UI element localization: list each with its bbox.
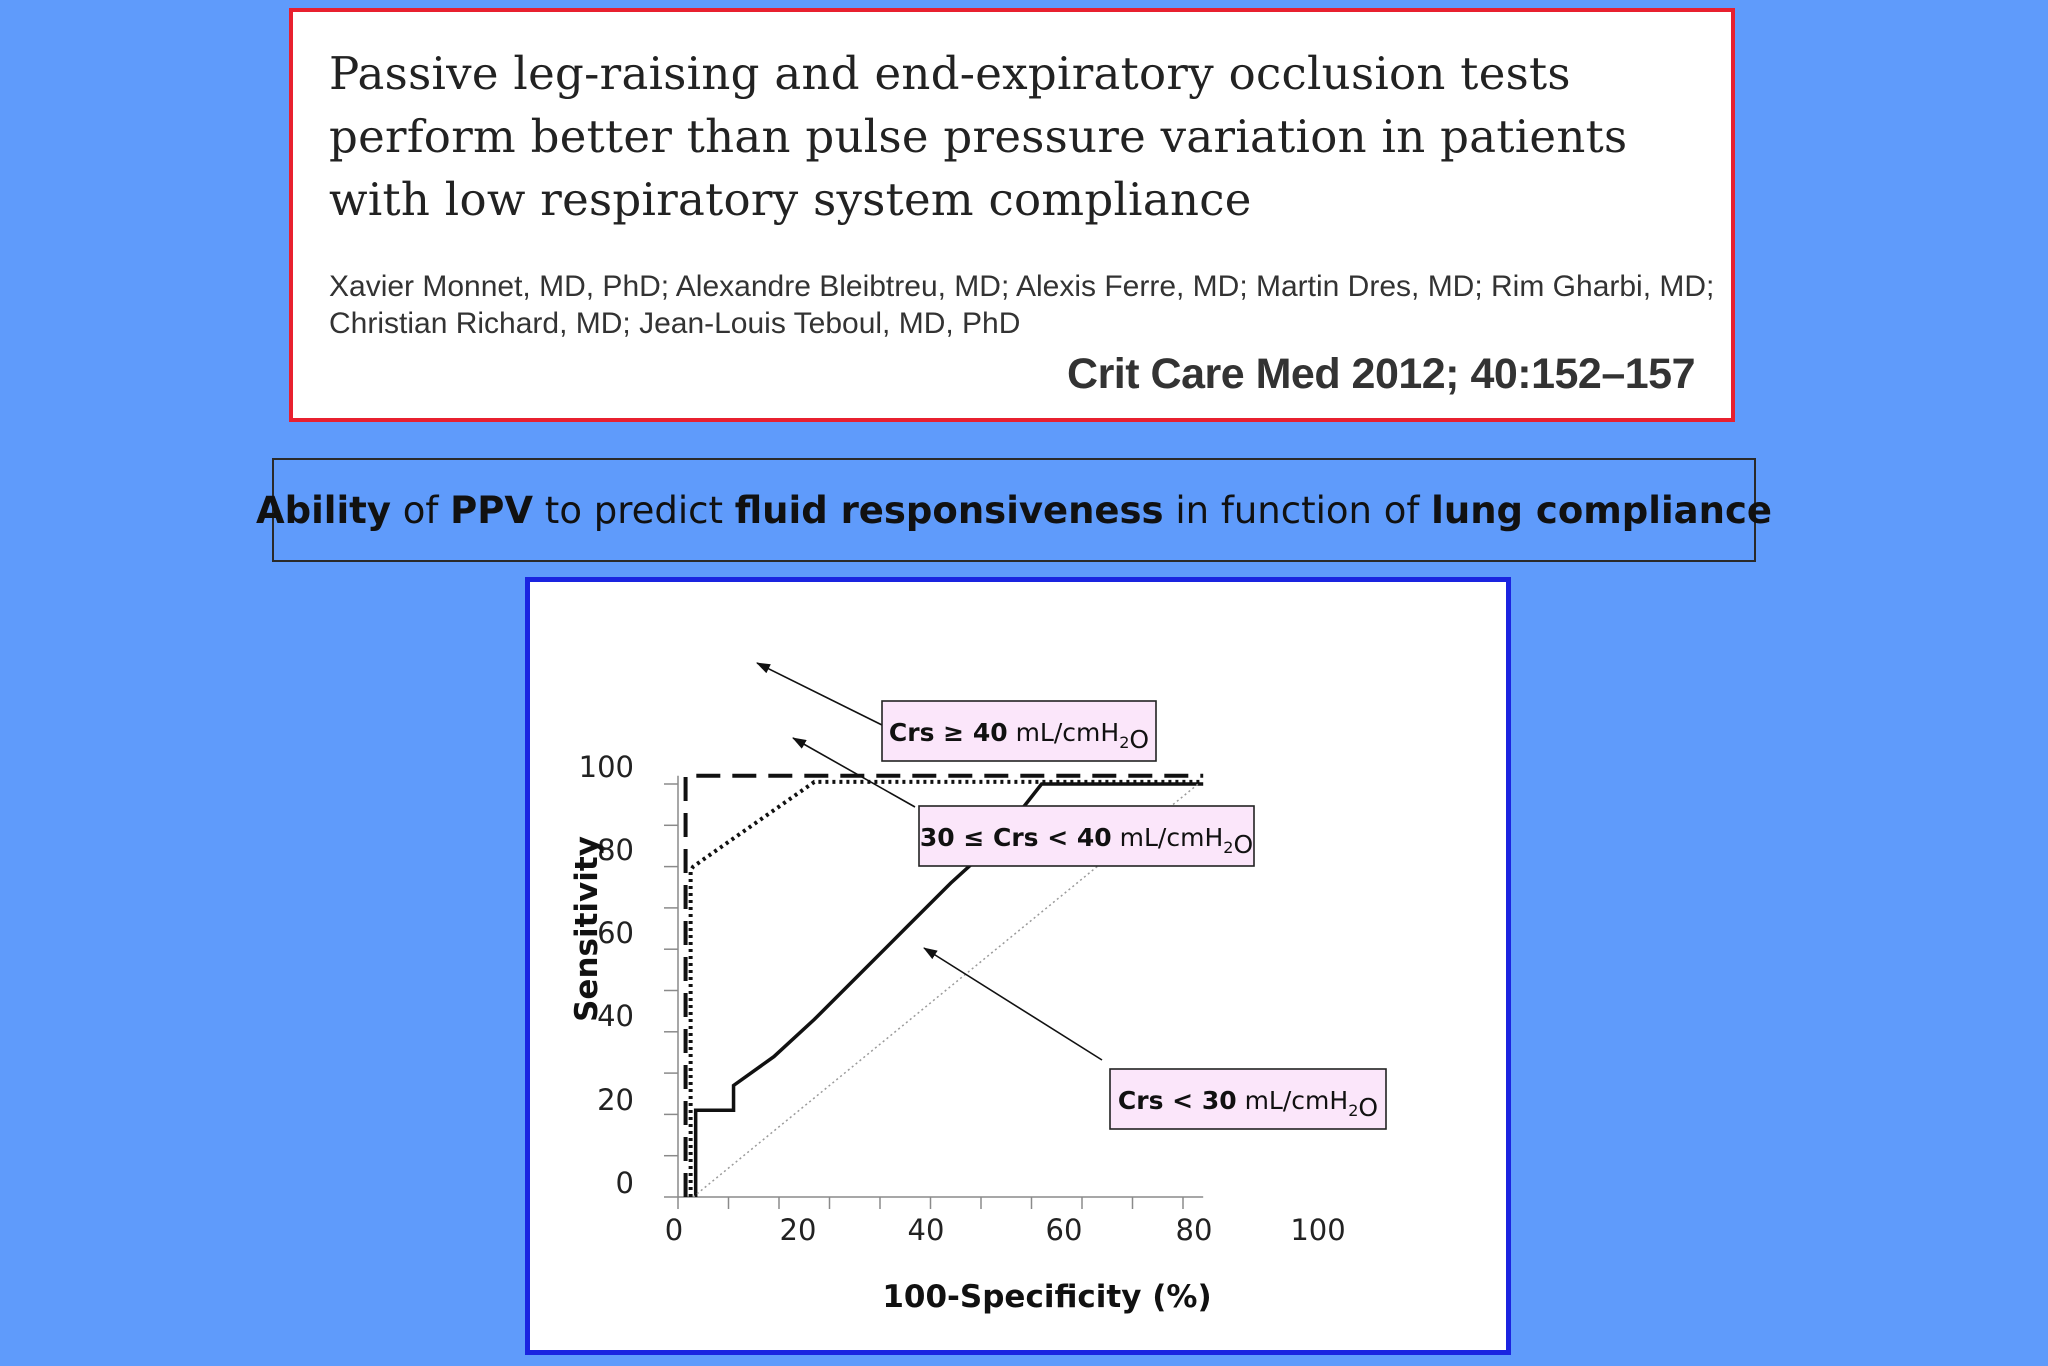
series-line-dashed xyxy=(683,773,1204,1197)
y-tick-label: 40 xyxy=(597,999,634,1033)
x-tick-label: 0 xyxy=(665,1213,683,1247)
headline-part: Ability xyxy=(256,488,391,532)
headline-part: of xyxy=(390,488,451,532)
annotation-text: Crs < 30 mL/cmH2O xyxy=(1118,1086,1378,1122)
headline-part: fluid responsiveness xyxy=(734,488,1164,532)
citation-box: Passive leg-raising and end-expiratory o… xyxy=(289,8,1735,422)
x-axis-title: 100-Specificity (%) xyxy=(882,1279,1211,1315)
x-tick-label: 80 xyxy=(1176,1213,1213,1247)
annotation-arrow xyxy=(792,737,916,808)
paper-journal: Crit Care Med 2012; 40:152–157 xyxy=(1067,350,1695,398)
headline-part: in function of xyxy=(1163,488,1432,532)
x-tick-label: 40 xyxy=(908,1213,945,1247)
x-tick-label: 20 xyxy=(780,1213,817,1247)
series-label-dashed: Crs ≥ 40 mL/cmH2O xyxy=(756,662,1157,762)
x-tick-label: 60 xyxy=(1046,1213,1083,1247)
annotation-arrow xyxy=(756,662,885,727)
y-tick-label: 60 xyxy=(597,916,634,950)
headline-box: Ability of PPV to predict fluid responsi… xyxy=(256,458,1772,562)
annotation-box xyxy=(1109,1068,1387,1130)
annotation-text: 30 ≤ Crs < 40 mL/cmH2O xyxy=(920,823,1253,859)
roc-chart: 0 20 40 60 80 100 0 20 40 60 80 100 Crs ≥ 40 mL/cmH… xyxy=(569,662,1387,1315)
y-tick-label: 20 xyxy=(597,1083,634,1117)
series-label-dotted: 30 ≤ Crs < 40 mL/cmH2O xyxy=(792,737,1255,867)
y-axis-title: Sensitivity xyxy=(569,836,605,1022)
x-tick-label: 100 xyxy=(1290,1213,1345,1247)
annotation-arrow xyxy=(923,947,1103,1061)
series-label-solid: Crs < 30 mL/cmH2O xyxy=(923,947,1387,1130)
series-line-reference xyxy=(692,783,1199,1198)
y-tick-label: 0 xyxy=(616,1166,634,1200)
y-tick-label: 80 xyxy=(597,833,634,867)
annotation-text: Crs ≥ 40 mL/cmH2O xyxy=(889,718,1149,754)
series-line-dotted xyxy=(688,779,1204,1197)
y-tick-label: 100 xyxy=(579,750,634,784)
paper-authors: Xavier Monnet, MD, PhD; Alexandre Bleibt… xyxy=(329,270,1715,340)
figure-panel: 0 20 40 60 80 100 0 20 40 60 80 100 Crs ≥ 40 mL/cmH… xyxy=(525,577,1511,1355)
headline-part: PPV xyxy=(450,488,534,532)
annotation-box xyxy=(918,805,1255,867)
annotation-box xyxy=(881,700,1157,762)
paper-title: Passive leg-raising and end-expiratory o… xyxy=(329,47,1628,226)
headline-part: to predict xyxy=(533,488,735,532)
headline-part: lung compliance xyxy=(1431,488,1772,532)
